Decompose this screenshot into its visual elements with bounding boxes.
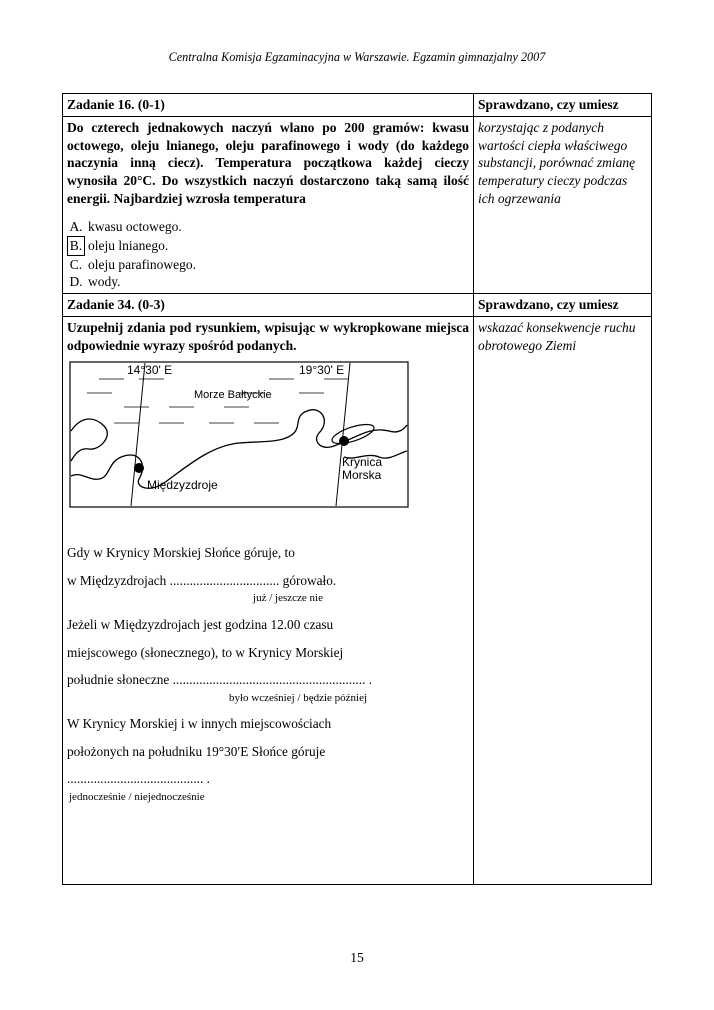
skill-header: Sprawdzano, czy umiesz [478,97,619,112]
q34-stem: Uzupełnij zdania pod rysunkiem, wpisując… [67,319,469,355]
q16-skill: korzystając z podanych wartości ciepła w… [478,120,635,206]
hint-3: jednocześnie / niejednocześnie [67,790,469,805]
option-d: D. wody. [67,273,469,291]
option-b: B. oleju lnianego. [67,236,469,256]
q34-skill: wskazać konsekwencje ruchu obrotowego Zi… [478,320,635,353]
task-title: Zadanie 16. (0-1) [67,97,165,112]
option-text: kwasu octowego. [88,218,182,236]
option-text: wody. [88,273,121,291]
city2-label-b: Morska [342,468,382,482]
q34-sentences: Gdy w Krynicy Morskiej Słońce góruje, to… [67,544,469,804]
page-number: 15 [0,950,714,966]
map-svg: Morze Bałtyckie 14°30' E 19°30' E [69,361,409,526]
lon1-label: 14°30' E [127,363,172,377]
skill-header-cell: Sprawdzano, czy umiesz [474,94,652,117]
option-text: oleju lnianego. [88,237,168,255]
option-c: C. oleju parafinowego. [67,256,469,274]
q16-body-cell: Do czterech jednakowych naczyń wlano po … [63,116,474,293]
city1-label: Międzyzdroje [147,478,218,492]
hint-1: już / jeszcze nie [67,591,469,606]
option-letter: A. [67,218,85,236]
option-a: A. kwasu octowego. [67,218,469,236]
exam-table: Zadanie 16. (0-1) Sprawdzano, czy umiesz… [62,93,652,885]
sentence-2b: miejscowego (słonecznego), to w Krynicy … [67,644,469,662]
sentence-2a: Jeżeli w Międzyzdrojach jest godzina 12.… [67,616,469,634]
q16-title-cell: Zadanie 16. (0-1) [63,94,474,117]
table-row: Zadanie 34. (0-3) Sprawdzano, czy umiesz [63,294,652,317]
option-letter-boxed: B. [67,236,85,256]
q34-title-cell: Zadanie 34. (0-3) [63,294,474,317]
option-letter: C. [67,256,85,274]
q16-options: A. kwasu octowego. B. oleju lnianego. C.… [67,218,469,291]
q34-skill-cell: wskazać konsekwencje ruchu obrotowego Zi… [474,316,652,884]
sentence-1a: Gdy w Krynicy Morskiej Słońce góruje, to [67,544,469,562]
option-text: oleju parafinowego. [88,256,196,274]
sentence-2c: południe słoneczne .....................… [67,671,469,689]
option-letter: D. [67,273,85,291]
table-row: Uzupełnij zdania pod rysunkiem, wpisując… [63,316,652,884]
skill-header-cell: Sprawdzano, czy umiesz [474,294,652,317]
q34-body-cell: Uzupełnij zdania pod rysunkiem, wpisując… [63,316,474,884]
q16-stem: Do czterech jednakowych naczyń wlano po … [67,119,469,208]
page-header: Centralna Komisja Egzaminacyjna w Warsza… [62,50,652,65]
task-title: Zadanie 34. (0-3) [67,297,165,312]
sentence-1b: w Międzyzdrojach .......................… [67,572,469,590]
table-row: Do czterech jednakowych naczyń wlano po … [63,116,652,293]
lon2-label: 19°30' E [299,363,344,377]
sentence-3c: ........................................… [67,770,469,788]
sentence-3b: położonych na południku 19°30′E Słońce g… [67,743,469,761]
map-figure: Morze Bałtyckie 14°30' E 19°30' E [69,361,469,531]
q16-skill-cell: korzystając z podanych wartości ciepła w… [474,116,652,293]
skill-header: Sprawdzano, czy umiesz [478,297,619,312]
page: Centralna Komisja Egzaminacyjna w Warsza… [0,0,714,925]
sea-label: Morze Bałtyckie [194,389,272,401]
city2-label-a: Krynica [342,455,382,469]
table-row: Zadanie 16. (0-1) Sprawdzano, czy umiesz [63,94,652,117]
sentence-3a: W Krynicy Morskiej i w innych miejscowoś… [67,715,469,733]
hint-2: było wcześniej / będzie później [67,691,469,706]
